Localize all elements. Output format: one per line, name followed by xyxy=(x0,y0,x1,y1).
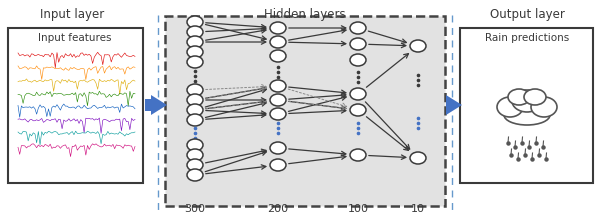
Ellipse shape xyxy=(187,149,203,161)
Polygon shape xyxy=(446,95,462,115)
Ellipse shape xyxy=(187,114,203,126)
Ellipse shape xyxy=(410,152,426,164)
Ellipse shape xyxy=(187,56,203,68)
Text: Input features: Input features xyxy=(38,33,112,43)
Ellipse shape xyxy=(270,108,286,120)
Ellipse shape xyxy=(350,88,366,100)
Ellipse shape xyxy=(187,16,203,28)
Text: Rain predictions: Rain predictions xyxy=(485,33,569,43)
Polygon shape xyxy=(145,99,151,111)
Ellipse shape xyxy=(512,90,542,112)
Ellipse shape xyxy=(270,22,286,34)
Bar xyxy=(165,16,445,206)
Ellipse shape xyxy=(187,169,203,181)
Text: 100: 100 xyxy=(347,204,368,214)
Ellipse shape xyxy=(270,50,286,62)
Bar xyxy=(460,28,593,183)
Text: 10: 10 xyxy=(411,204,425,214)
Ellipse shape xyxy=(187,26,203,38)
Ellipse shape xyxy=(270,142,286,154)
Ellipse shape xyxy=(350,149,366,161)
Ellipse shape xyxy=(187,46,203,58)
Polygon shape xyxy=(446,99,449,111)
Ellipse shape xyxy=(187,159,203,171)
Ellipse shape xyxy=(350,104,366,116)
Ellipse shape xyxy=(187,84,203,96)
Bar xyxy=(8,28,143,183)
Ellipse shape xyxy=(504,105,550,125)
Ellipse shape xyxy=(270,80,286,92)
Text: 200: 200 xyxy=(268,204,289,214)
Text: Input layer: Input layer xyxy=(40,8,104,21)
Text: Hidden layers: Hidden layers xyxy=(264,8,346,21)
Ellipse shape xyxy=(350,54,366,66)
Ellipse shape xyxy=(187,139,203,151)
Polygon shape xyxy=(151,95,167,115)
Ellipse shape xyxy=(524,89,546,105)
Text: Output layer: Output layer xyxy=(490,8,565,21)
Text: 300: 300 xyxy=(185,204,205,214)
Ellipse shape xyxy=(270,159,286,171)
Ellipse shape xyxy=(497,97,523,117)
Ellipse shape xyxy=(187,94,203,106)
Ellipse shape xyxy=(350,38,366,50)
Ellipse shape xyxy=(187,36,203,48)
Ellipse shape xyxy=(270,36,286,48)
Ellipse shape xyxy=(187,104,203,116)
Ellipse shape xyxy=(508,89,530,105)
Ellipse shape xyxy=(270,94,286,106)
Ellipse shape xyxy=(410,40,426,52)
Ellipse shape xyxy=(531,97,557,117)
Ellipse shape xyxy=(350,22,366,34)
